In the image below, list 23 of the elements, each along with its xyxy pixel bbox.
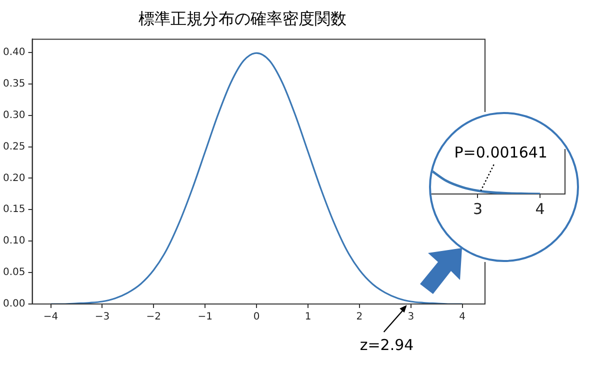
y-tick-label: 0.05 [3, 267, 26, 278]
annotation: P=0.001641 [454, 144, 548, 162]
x-tick-label: 4 [459, 312, 466, 323]
y-tick-label: 0.10 [3, 236, 26, 247]
y-tick-label: 0.20 [3, 172, 26, 184]
y-tick-label: 0.25 [3, 141, 26, 152]
annotation: z=2.94 [360, 336, 414, 354]
x-tick-label: 4 [535, 200, 545, 218]
y-tick-label: 0.00 [3, 298, 26, 310]
y-tick-label: 0.35 [3, 78, 26, 90]
x-tick-label: 2 [356, 312, 363, 323]
x-tick-label: −1 [198, 312, 213, 323]
x-tick-label: 3 [472, 200, 483, 218]
chart-title: 標準正規分布の確率密度関数 [138, 8, 346, 28]
y-tick-label: 0.15 [3, 204, 26, 216]
x-tick-label: 0 [253, 312, 260, 323]
x-tick-label: 3 [408, 312, 414, 323]
x-tick-label: −3 [94, 312, 110, 323]
y-tick-label: 0.30 [3, 110, 26, 121]
x-tick-label: −4 [43, 312, 58, 323]
x-tick-label: 1 [304, 312, 312, 323]
x-tick-label: −2 [146, 312, 162, 323]
y-tick-label: 0.40 [3, 47, 26, 58]
